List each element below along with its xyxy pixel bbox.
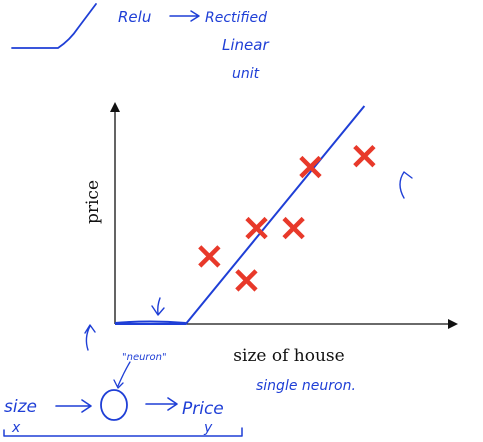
y-axis-note-arrow bbox=[84, 324, 96, 351]
zero-segment-scribble bbox=[114, 320, 186, 324]
output-arrow bbox=[145, 397, 178, 411]
output-price-label: Price bbox=[182, 399, 224, 419]
unit-label: unit bbox=[232, 66, 260, 82]
single-neuron-label: single neuron. bbox=[256, 378, 356, 394]
rectified-label: Rectified bbox=[205, 10, 267, 26]
bracket-underline bbox=[3, 427, 243, 437]
y-variable-label: y bbox=[203, 420, 213, 436]
y-axis-arrowhead bbox=[110, 102, 120, 112]
input-arrow bbox=[55, 399, 92, 413]
neuron-circle bbox=[100, 389, 128, 421]
relu-sketch bbox=[11, 3, 97, 49]
data-point-4 bbox=[282, 216, 305, 240]
plot-area bbox=[114, 105, 376, 325]
slope-segment-arrow bbox=[399, 171, 413, 199]
data-point-1 bbox=[198, 245, 221, 268]
neuron-label: "neuron" bbox=[122, 352, 167, 363]
x-variable-label: x bbox=[11, 420, 21, 436]
relu-fit-line bbox=[115, 105, 366, 325]
y-axis-label: price bbox=[83, 180, 103, 224]
zero-segment-arrow bbox=[151, 297, 165, 316]
data-point-2 bbox=[235, 269, 258, 292]
linear-label: Linear bbox=[222, 36, 269, 54]
neuron-pointer bbox=[113, 361, 131, 389]
data-point-6 bbox=[353, 144, 376, 168]
x-axis-arrowhead bbox=[448, 319, 458, 329]
data-point-5 bbox=[299, 155, 322, 179]
data-point-3 bbox=[245, 216, 268, 240]
relu-arrow bbox=[169, 10, 200, 22]
x-axis-label: size of house bbox=[233, 346, 344, 366]
input-size-label: size bbox=[4, 397, 37, 417]
relu-label: Relu bbox=[118, 8, 151, 26]
